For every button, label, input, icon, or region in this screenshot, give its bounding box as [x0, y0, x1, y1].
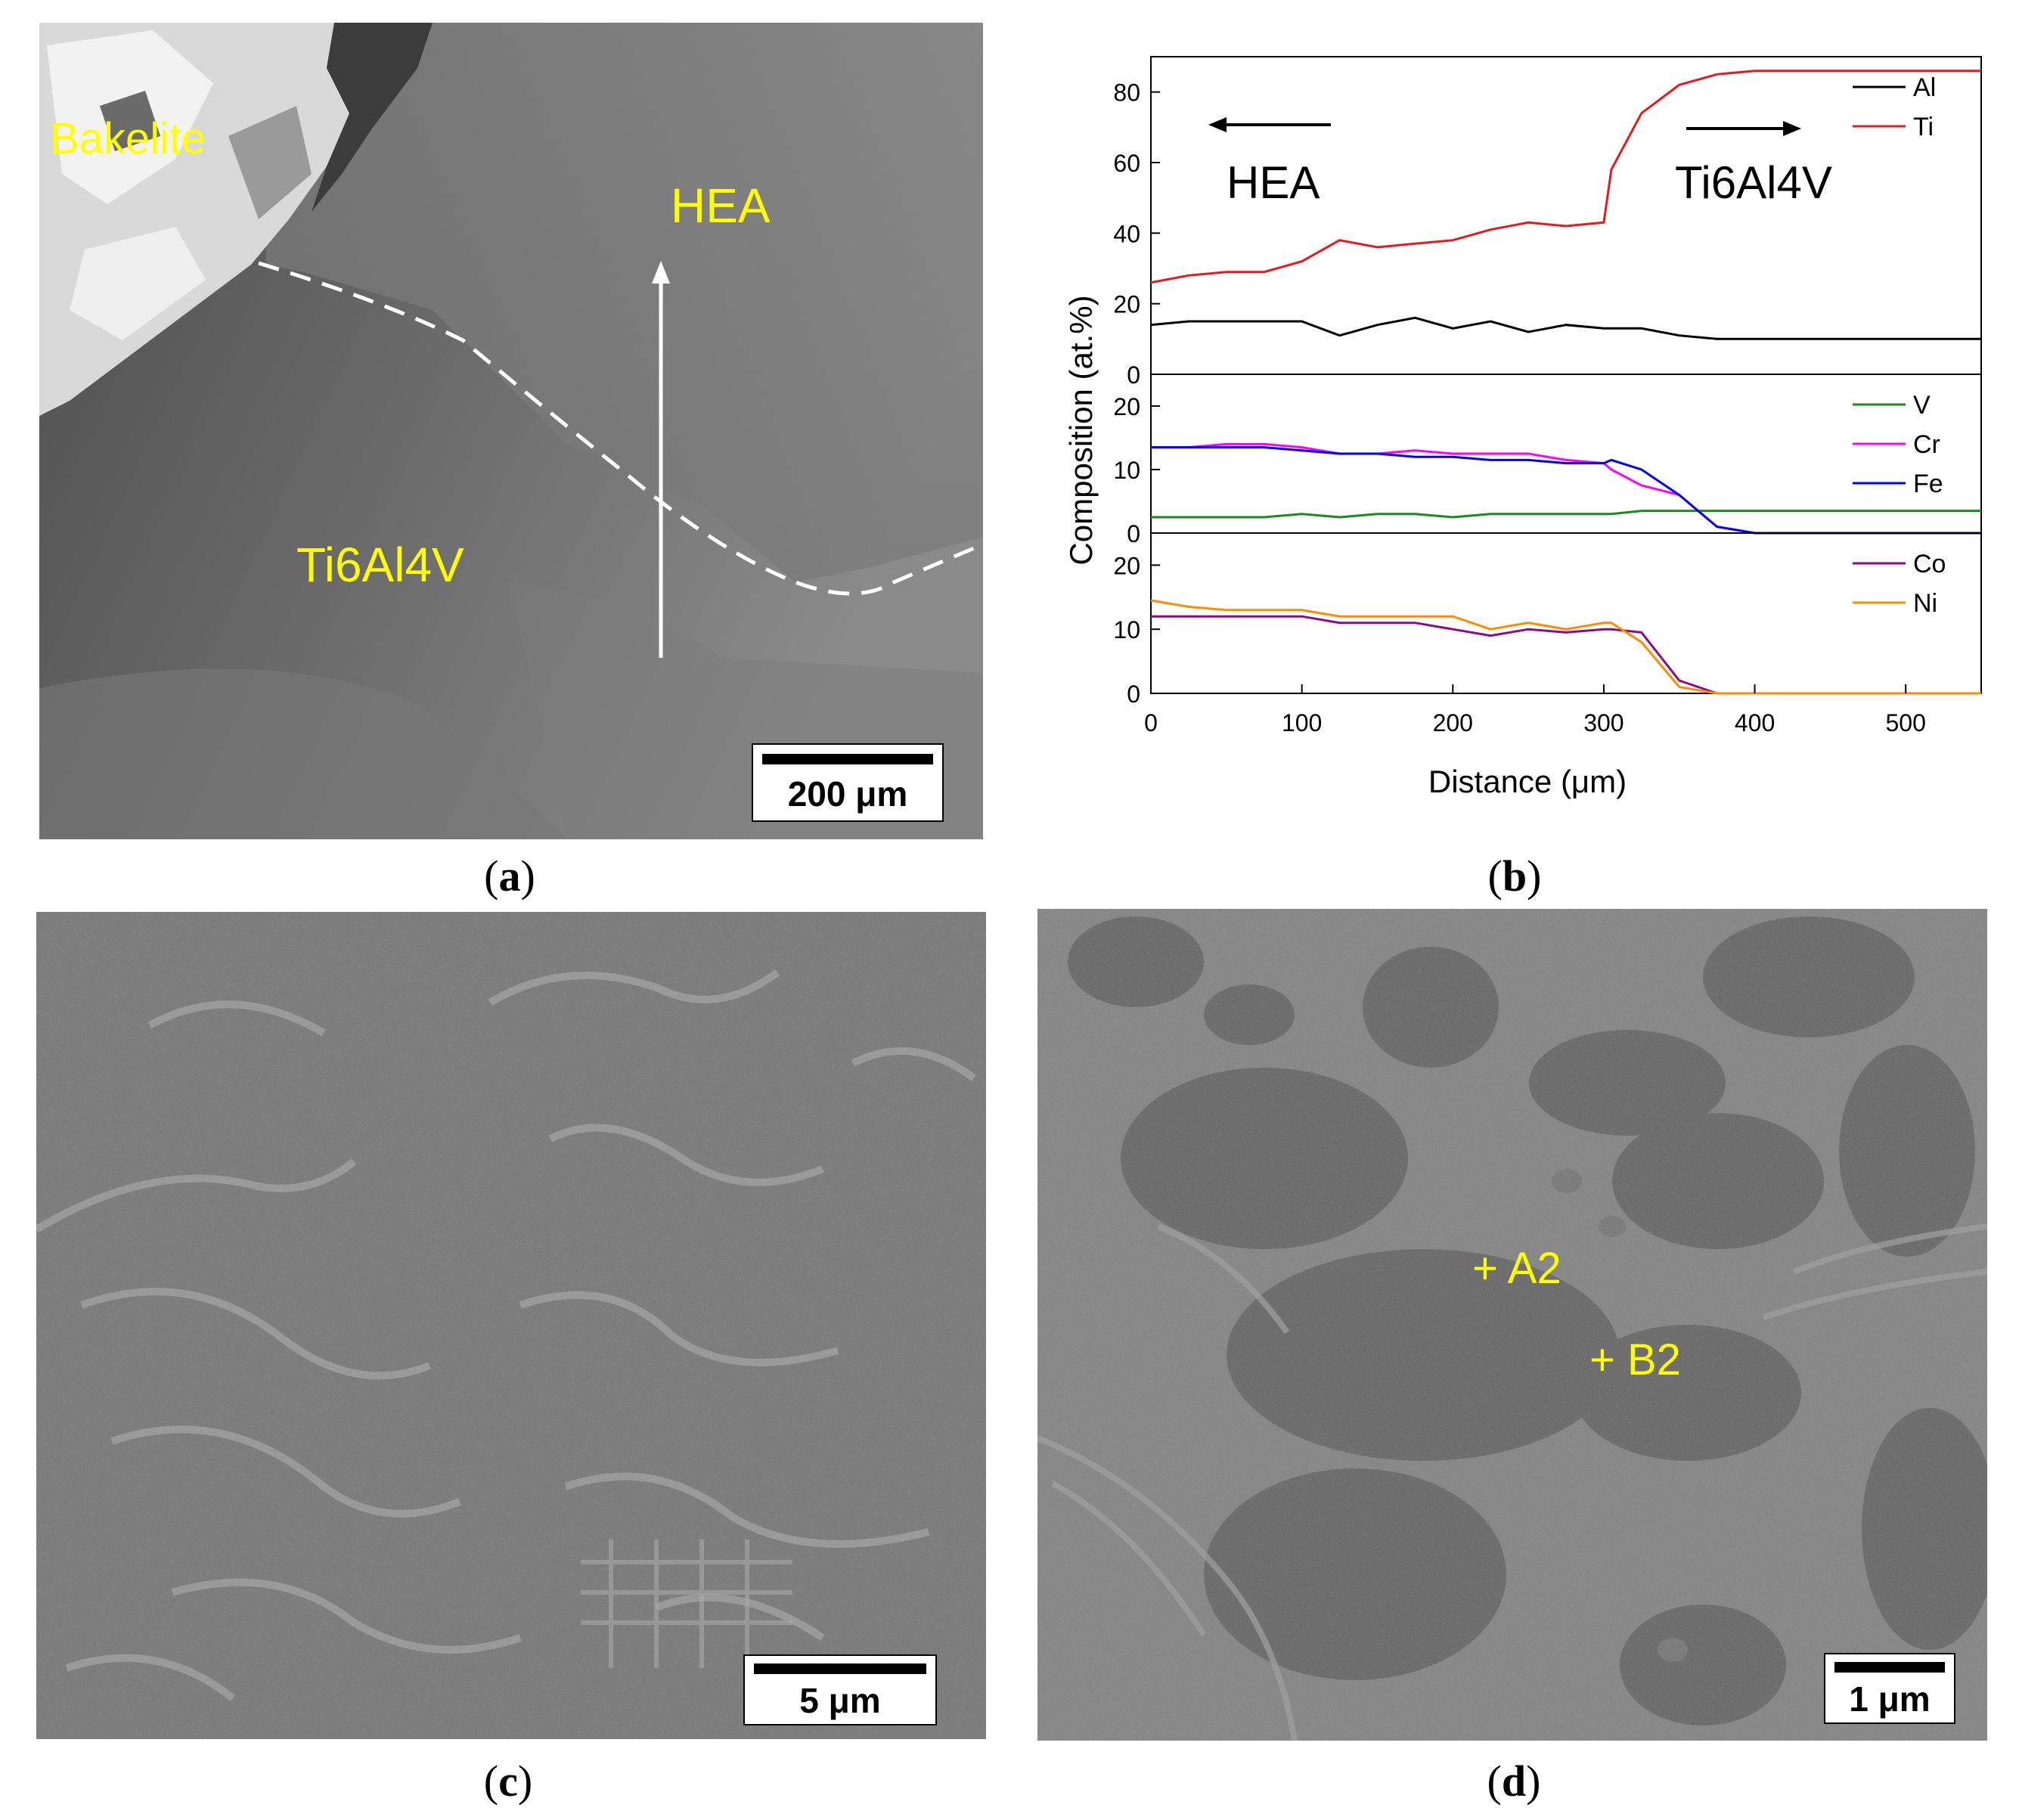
y-tick-label: 0: [1127, 361, 1140, 389]
chart-y-axis-label: Composition (at.%): [1063, 295, 1099, 566]
series-line-Co: [1151, 615, 1981, 695]
legend-label-Ti: Ti: [1913, 113, 1934, 141]
chart-hea-text: HEA: [1227, 157, 1320, 208]
chart-subplot-frame-0: [1150, 56, 1982, 375]
y-tick-label: 10: [1113, 457, 1140, 484]
panel-b-chart: 0 20 40 60 80 Al Ti 0 10 20 V Cr Fe 0 10 20 Co Ni 0 100 200 3…: [1036, 42, 1989, 813]
x-tick-label: 200: [1433, 709, 1473, 736]
scale-bar-d: 1 μm: [1824, 1653, 1955, 1724]
caption-b: (b): [1487, 851, 1542, 901]
legend-label-Ni: Ni: [1913, 589, 1937, 618]
composition-line-chart: 0 20 40 60 80 Al Ti 0 10 20 V Cr Fe 0 10 20 Co Ni 0 100 200 3…: [1113, 56, 1982, 736]
caption-d: (d): [1487, 1756, 1541, 1806]
chart-subplot-frame-1: [1150, 374, 1982, 534]
x-tick-label: 400: [1735, 709, 1775, 736]
scale-bar-d-label: 1 μm: [1849, 1679, 1931, 1719]
scale-bar-c-line: [754, 1663, 926, 1674]
scale-bar-d-line: [1834, 1662, 1945, 1673]
caption-d-letter: d: [1501, 1756, 1527, 1806]
y-tick-label: 20: [1113, 291, 1140, 318]
legend-label-V: V: [1913, 391, 1931, 420]
y-tick-label: 80: [1113, 79, 1140, 107]
series-line-V: [1151, 510, 1981, 519]
legend-label-Fe: Fe: [1913, 470, 1943, 498]
series-line-Ti: [1150, 70, 1981, 284]
series-line-Ni: [1150, 599, 1981, 695]
series-line-Al: [1150, 316, 1981, 340]
scale-bar-a-label: 200 μm: [787, 774, 908, 814]
y-tick-label: 0: [1127, 520, 1140, 547]
ti6al4v-arrow-head: [1783, 121, 1801, 136]
panel-d-sem-image: + A2 + B2 1 μm: [1037, 909, 1987, 1741]
point-b2-label: + B2: [1589, 1335, 1681, 1384]
hea-label: HEA: [671, 178, 771, 233]
caption-a-letter: a: [498, 851, 521, 901]
legend-label-Al: Al: [1913, 73, 1936, 102]
series-line-Cr: [1151, 442, 1981, 535]
chart-x-axis-label: Distance (μm): [1428, 764, 1627, 799]
caption-a: (a): [484, 851, 535, 901]
panel-a-sem-image: Bakelite HEA Ti6Al4V 200 μm: [39, 23, 983, 839]
caption-c-letter: c: [498, 1756, 518, 1806]
y-tick-label: 10: [1113, 616, 1140, 643]
scale-bar-a-line: [762, 754, 933, 764]
panel-c-sem-image: 5 μm: [36, 912, 986, 1739]
x-tick-label: 100: [1282, 709, 1322, 736]
y-tick-label: 20: [1113, 393, 1140, 420]
chart-subplot-frame-2: [1150, 532, 1982, 694]
y-tick-label: 60: [1113, 150, 1140, 177]
panel-d-sem-texture: [1037, 909, 1987, 1741]
caption-c: (c): [483, 1756, 533, 1806]
panel-a-sem-texture: [39, 23, 983, 839]
scale-bar-a: 200 μm: [752, 743, 944, 822]
bakelite-label: Bakelite: [50, 114, 206, 163]
scale-bar-c: 5 μm: [743, 1654, 937, 1725]
y-tick-label: 40: [1113, 220, 1140, 247]
legend-label-Co: Co: [1913, 550, 1946, 578]
point-a2-label: + A2: [1472, 1244, 1562, 1293]
legend-label-Cr: Cr: [1913, 430, 1940, 459]
caption-b-letter: b: [1502, 851, 1527, 901]
scale-bar-c-label: 5 μm: [799, 1681, 881, 1720]
x-tick-label: 0: [1144, 709, 1158, 736]
hea-arrow-head: [1208, 117, 1227, 132]
y-tick-label: 20: [1113, 552, 1140, 579]
ti6al4v-label: Ti6Al4V: [296, 538, 464, 592]
x-tick-label: 500: [1885, 709, 1925, 736]
panel-c-sem-texture: [36, 912, 986, 1739]
x-tick-label: 300: [1583, 709, 1624, 736]
y-tick-label: 0: [1127, 681, 1140, 708]
chart-ti6al4v-text: Ti6Al4V: [1675, 157, 1832, 208]
